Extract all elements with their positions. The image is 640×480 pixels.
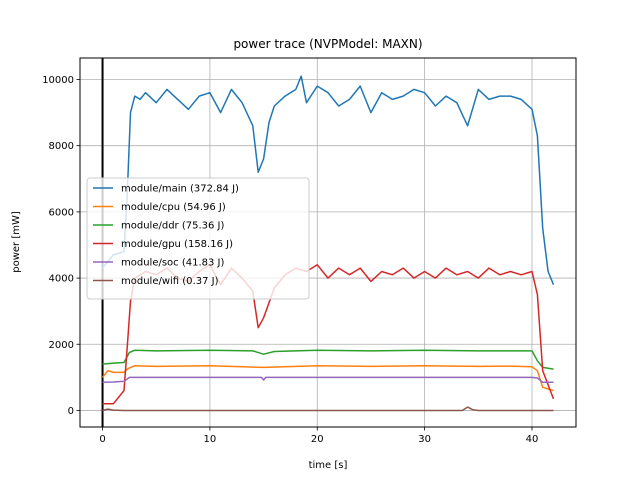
y-tick-label: 2000: [49, 340, 74, 351]
legend: module/main (372.84 J) module/cpu (54.96 …: [86, 177, 310, 300]
y-tick-label: 0: [68, 406, 74, 417]
series-line-2: [102, 349, 554, 370]
x-tick-label: 10: [204, 434, 217, 445]
chart-title: power trace (NVPModel: MAXN): [233, 37, 422, 51]
x-tick-label: 0: [99, 434, 105, 445]
series-line-1: [101, 365, 554, 392]
x-tick-label: 40: [526, 434, 539, 445]
legend-label-2: module/ddr (75.36 J): [121, 221, 224, 232]
legend-label-5: module/wifi (0.37 J): [121, 276, 219, 287]
plot-frame: [79, 57, 577, 428]
y-tick-label: 8000: [49, 141, 74, 152]
legend-box: [86, 177, 310, 300]
y-axis-label: power [mW]: [11, 211, 22, 273]
legend-label-0: module/main (372.84 J): [121, 184, 239, 195]
series-line-0: [101, 75, 555, 285]
legend-label-4: module/soc (41.83 J): [121, 258, 225, 269]
x-tick-label: 30: [418, 434, 431, 445]
y-tick-label: 10000: [42, 75, 74, 86]
x-axis-label: time [s]: [309, 460, 348, 471]
x-tick-label: 20: [311, 434, 324, 445]
legend-label-3: module/gpu (158.16 J): [121, 239, 233, 250]
axis-ticks: 0 10 20 30 40 0 2000 4000 6000 8000 10000: [42, 75, 538, 445]
y-tick-label: 6000: [49, 207, 74, 218]
y-tick-label: 4000: [49, 274, 74, 285]
series-line-4: [102, 376, 554, 384]
series-line-5: [102, 406, 554, 412]
legend-label-1: module/cpu (54.96 J): [121, 202, 226, 213]
